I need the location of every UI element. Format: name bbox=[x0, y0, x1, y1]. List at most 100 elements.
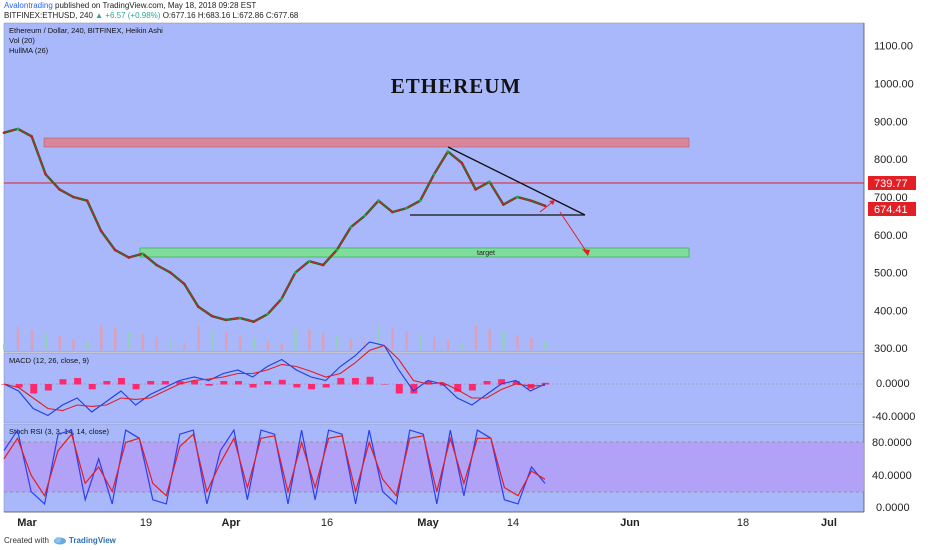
volume-bar bbox=[419, 334, 422, 350]
change-text: ▲ +6.57 (+0.98%) bbox=[95, 11, 161, 20]
symbol-text: BITFINEX:ETHUSD, 240 bbox=[4, 11, 93, 20]
volume-bar bbox=[72, 339, 75, 350]
price-tick-3: 800.00 bbox=[874, 154, 908, 166]
tradingview-logo[interactable]: TradingView bbox=[53, 536, 116, 545]
signal-line bbox=[3, 344, 546, 412]
volume-bar bbox=[44, 333, 48, 350]
price-point bbox=[307, 259, 311, 263]
macd-histogram-bar bbox=[498, 379, 506, 385]
volume-bar bbox=[224, 332, 228, 350]
macd-histogram-bar bbox=[15, 384, 23, 388]
macd-histogram-bar bbox=[117, 378, 125, 385]
volume-bar bbox=[238, 335, 242, 350]
time-tick-6: Jun bbox=[620, 517, 640, 529]
macd-histogram-bar bbox=[410, 384, 418, 394]
ohlc-text: O:677.16 H:683.16 L:672.86 C:677.68 bbox=[162, 11, 299, 20]
macd-histogram-bar bbox=[191, 381, 199, 385]
stoch-d-line bbox=[3, 432, 546, 498]
series-title: Ethereum / Dollar, 240, BITFINEX, Heikin… bbox=[9, 26, 163, 35]
macd-histogram-bar bbox=[322, 384, 330, 388]
volume-bar bbox=[183, 343, 186, 350]
price-point bbox=[391, 210, 394, 214]
volume-bar bbox=[502, 332, 505, 350]
stoch-tick-80: 80.0000 bbox=[872, 437, 912, 449]
tradingview-brand: TradingView bbox=[68, 536, 116, 545]
time-tick-0: Mar bbox=[17, 517, 37, 529]
price-point bbox=[502, 203, 505, 206]
volume-bar bbox=[280, 344, 283, 350]
price-point bbox=[418, 199, 422, 202]
macd-histogram-bar bbox=[234, 381, 242, 385]
publish-info: Avalontrading published on TradingView.c… bbox=[4, 1, 256, 10]
triangle-upper-trendline bbox=[447, 146, 586, 216]
volume-bar bbox=[113, 328, 117, 350]
macd-histogram-bar bbox=[264, 381, 272, 385]
volume-bar bbox=[100, 325, 103, 350]
price-point bbox=[377, 199, 380, 202]
volume-bar bbox=[169, 340, 172, 350]
macd-histogram-bar bbox=[337, 378, 345, 385]
time-tick-1: 19 bbox=[140, 517, 152, 529]
volume-bar bbox=[141, 334, 145, 350]
price-tick-0: 1100.00 bbox=[874, 41, 913, 53]
macd-histogram-bar bbox=[249, 384, 257, 388]
footer: Created with TradingView bbox=[4, 536, 116, 545]
macd-histogram-bar bbox=[351, 378, 359, 385]
volume-bar bbox=[322, 333, 325, 350]
macd-histogram-bar bbox=[103, 381, 111, 385]
macd-label: MACD (12, 26, close, 9) bbox=[9, 356, 90, 365]
stoch-tick-40: 40.0000 bbox=[872, 470, 912, 482]
macd-histogram-bar bbox=[59, 379, 67, 385]
price-series bbox=[2, 127, 547, 324]
price-point bbox=[252, 320, 255, 324]
macd-histogram-bar bbox=[293, 384, 301, 388]
macd-histogram-bar bbox=[176, 381, 184, 385]
price-point bbox=[99, 229, 103, 233]
macd-histogram-bar bbox=[74, 378, 82, 385]
volume-bar bbox=[488, 329, 492, 350]
price-point bbox=[44, 173, 47, 176]
price-panel bbox=[3, 22, 865, 353]
price-point bbox=[266, 312, 269, 316]
price-point bbox=[72, 195, 75, 199]
macd-tick-0: 0.0000 bbox=[876, 378, 910, 390]
volume-bar bbox=[308, 330, 311, 350]
volume-bar bbox=[197, 326, 200, 350]
target-label: target bbox=[477, 250, 495, 257]
volume-bar bbox=[377, 325, 381, 350]
projection-down-arrow bbox=[559, 211, 589, 255]
macd-tick-neg40: -40.0000 bbox=[872, 411, 915, 423]
macd-histogram-bar bbox=[395, 384, 403, 394]
chart-title: ETHEREUM bbox=[391, 74, 522, 98]
volume-bar bbox=[155, 337, 159, 350]
stoch-band bbox=[4, 442, 864, 492]
hullma-line bbox=[3, 128, 546, 323]
macd-histogram-bar bbox=[425, 381, 433, 385]
price-point bbox=[141, 252, 144, 255]
macd-histogram-bar bbox=[439, 384, 447, 386]
price-point bbox=[2, 131, 6, 134]
price-tag-last-text: 674.41 bbox=[874, 204, 908, 216]
price-line bbox=[3, 127, 546, 323]
price-point bbox=[488, 180, 491, 184]
time-axis: Mar 19 Apr 16 May 14 Jun 18 Jul bbox=[4, 511, 864, 529]
macd-histogram-bar bbox=[381, 384, 389, 385]
macd-histogram-bar bbox=[454, 384, 462, 392]
cloud-icon bbox=[53, 537, 66, 545]
volume-bar bbox=[58, 336, 61, 350]
vol-label: Vol (20) bbox=[9, 36, 35, 45]
time-tick-2: Apr bbox=[222, 517, 242, 529]
volume-bar bbox=[516, 335, 519, 350]
stoch-k-line bbox=[3, 428, 546, 506]
author-link[interactable]: Avalontrading bbox=[4, 1, 53, 10]
macd-histogram-bar bbox=[366, 376, 374, 385]
macd-histogram-bar bbox=[512, 381, 520, 385]
volume-bar bbox=[460, 343, 464, 350]
price-axis bbox=[864, 23, 932, 512]
macd-histogram-bar bbox=[205, 384, 213, 386]
volume-bar bbox=[30, 330, 34, 350]
time-tick-4: May bbox=[417, 517, 439, 529]
volume-bar bbox=[391, 328, 394, 350]
price-point bbox=[474, 188, 477, 191]
price-axis-ticks: 1100.00 1000.00 900.00 800.00 700.00 600.00 50… bbox=[874, 41, 914, 356]
